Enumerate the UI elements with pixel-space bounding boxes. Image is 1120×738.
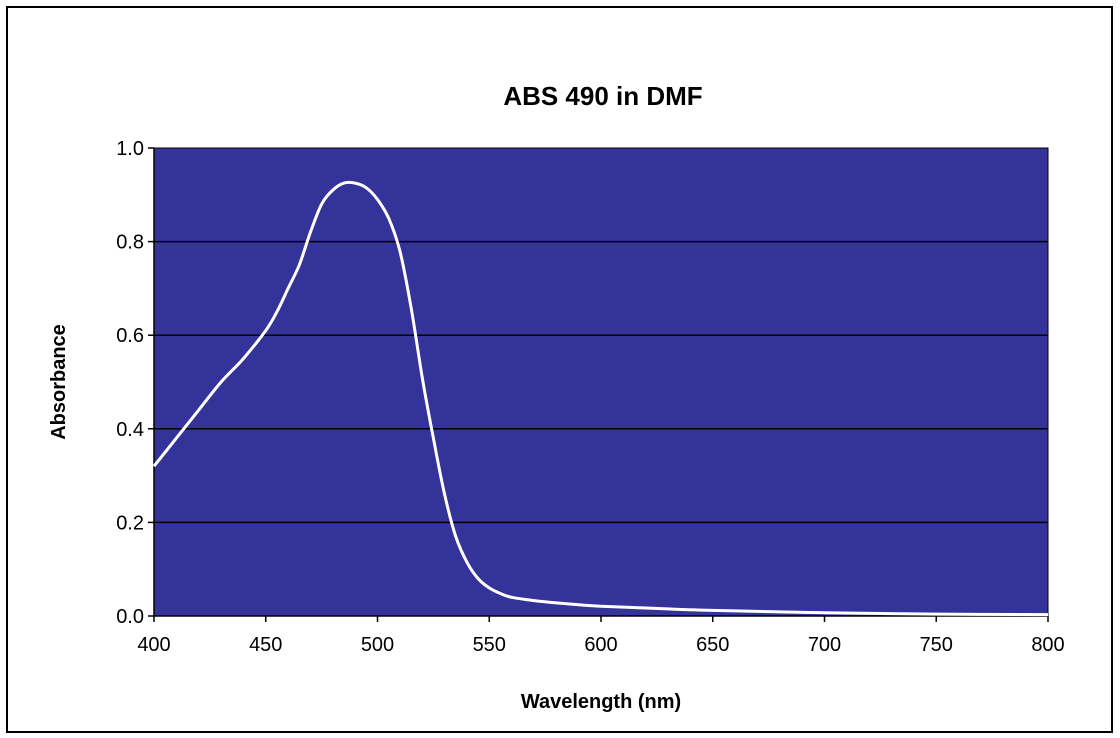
chart-title: ABS 490 in DMF	[503, 81, 702, 111]
x-tick-label: 800	[1031, 634, 1064, 656]
y-tick-label: 0.2	[116, 512, 144, 534]
x-tick-label: 600	[584, 634, 617, 656]
x-axis-title: Wavelength (nm)	[521, 691, 681, 713]
x-tick-label: 750	[920, 634, 953, 656]
gridlines	[154, 240, 1048, 524]
x-tick-label: 500	[361, 634, 394, 656]
x-tick-label: 700	[808, 634, 841, 656]
y-tick-label: 0.0	[116, 606, 144, 628]
series-layer	[152, 180, 1049, 617]
axes: 0.0 0.2 0.4 0.6 0.8 1.0 400 450 500 550 600 650 700 7…	[116, 138, 1065, 656]
x-tick-label: 650	[696, 634, 729, 656]
x-tick-label: 550	[473, 634, 506, 656]
chart: ABS 490 in DMF 0.0 0.2 0.4 0.6 0.8 1.0 400 450 5…	[48, 81, 1065, 713]
y-tick-label: 0.8	[116, 232, 144, 254]
series-line-0	[152, 180, 1049, 617]
y-axis-title: Absorbance	[48, 324, 70, 440]
y-tick-label: 0.4	[116, 419, 144, 441]
x-tick-label: 450	[249, 634, 282, 656]
plot-area	[153, 147, 1049, 617]
y-tick-label: 1.0	[116, 138, 144, 160]
x-tick-label: 400	[137, 634, 170, 656]
y-tick-label: 0.6	[116, 325, 144, 347]
chart-frame: ABS 490 in DMF 0.0 0.2 0.4 0.6 0.8 1.0 400 450 5…	[6, 6, 1113, 733]
